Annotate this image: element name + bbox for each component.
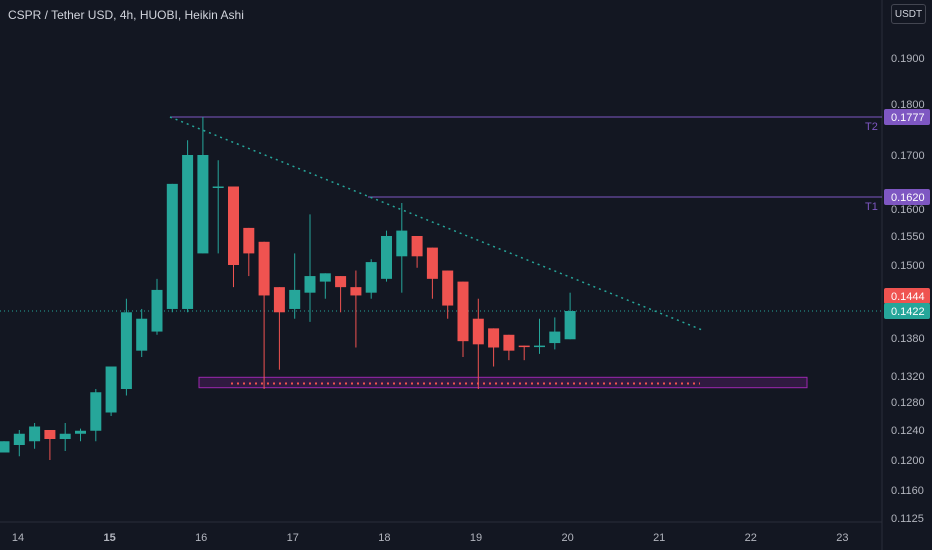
current-price-tag: [884, 288, 930, 304]
candle-body: [75, 430, 86, 434]
price-tick-label: 0.1280: [891, 397, 925, 409]
price-axis[interactable]: 0.1900 0.1800 0.1700 0.1600 0.1550 0.1500 0.13…: [891, 53, 925, 525]
candle-body: [228, 186, 239, 265]
target-price-tag-text: 0.1620: [891, 192, 925, 204]
price-tick-label: 0.1380: [891, 333, 925, 345]
time-tick-label: 20: [561, 532, 573, 544]
candle-body: [396, 230, 408, 257]
time-tick-label: 15: [103, 532, 115, 544]
candle-body: [166, 183, 178, 309]
candle-body: [457, 281, 469, 342]
candle-body: [59, 433, 71, 439]
candle-body: [534, 345, 545, 348]
price-tick-label: 0.1160: [891, 485, 924, 497]
candle-body: [518, 345, 530, 348]
candle-body: [44, 430, 56, 439]
current-price-tag-text: 0.1422: [891, 306, 925, 318]
price-tick-label: 0.1900: [891, 53, 925, 65]
price-tick-label: 0.1700: [891, 150, 925, 162]
candle-body: [335, 276, 347, 288]
price-tick-label: 0.1500: [891, 260, 925, 272]
candle-body: [0, 441, 10, 453]
candles: [0, 117, 576, 460]
candle-body: [319, 273, 331, 282]
current-price-tag-text: 0.1444: [891, 291, 925, 303]
price-tick-label: 0.1320: [891, 371, 925, 383]
price-tick-label: 0.1800: [891, 99, 925, 111]
candle-body: [243, 227, 255, 254]
candle-body: [442, 270, 454, 306]
chart-drawings[interactable]: T2 T1: [0, 116, 882, 389]
price-tick-label: 0.1600: [891, 204, 925, 216]
candle-body: [549, 331, 561, 344]
candle-body: [564, 311, 576, 340]
candle-body: [90, 392, 102, 431]
time-tick-label: 17: [287, 532, 299, 544]
target-price-tag-text: 0.1777: [891, 112, 925, 124]
candle-body: [503, 334, 515, 351]
price-tick-label: 0.1125: [891, 513, 924, 525]
candle-body: [289, 289, 301, 309]
target-level-label: T1: [865, 201, 878, 213]
candle-body: [13, 433, 25, 445]
candle-body: [488, 328, 500, 348]
candle-body: [29, 426, 41, 442]
time-tick-label: 16: [195, 532, 207, 544]
candle-body: [273, 287, 285, 313]
candle-body: [472, 318, 484, 345]
candle-body: [304, 276, 316, 293]
time-tick-label: 21: [653, 532, 665, 544]
time-tick-label: 14: [12, 532, 24, 544]
candle-body: [197, 155, 209, 254]
price-tick-label: 0.1550: [891, 231, 925, 243]
candle-body: [426, 247, 438, 279]
candle-body: [212, 186, 224, 188]
candle-body: [350, 287, 362, 296]
currency-button[interactable]: USDT: [891, 4, 926, 24]
candle-body: [258, 241, 270, 296]
target-price-tag: [884, 109, 930, 125]
price-tick-label: 0.1240: [891, 425, 925, 437]
current-price-tag: [884, 303, 930, 319]
candle-body: [151, 289, 163, 332]
candle-body: [381, 236, 392, 279]
time-tick-label: 19: [470, 532, 482, 544]
target-level-label: T2: [865, 121, 878, 133]
time-tick-label: 23: [836, 532, 848, 544]
price-tags: 0.1777 0.1620 0.1444 0.1422: [884, 109, 930, 319]
candle-body: [105, 366, 117, 413]
candle-body: [120, 312, 132, 389]
time-axis[interactable]: 14 15 16 17 18 19 20 21 22 23: [12, 532, 849, 544]
price-tick-label: 0.1200: [891, 455, 925, 467]
candle-body: [365, 262, 377, 293]
time-tick-label: 18: [378, 532, 390, 544]
candle-body: [411, 236, 423, 257]
time-tick-label: 22: [745, 532, 757, 544]
candle-body: [136, 318, 148, 351]
target-price-tag: [884, 189, 930, 205]
chart-title: CSPR / Tether USD, 4h, HUOBI, Heikin Ash…: [8, 8, 244, 22]
candle-body: [182, 155, 194, 309]
